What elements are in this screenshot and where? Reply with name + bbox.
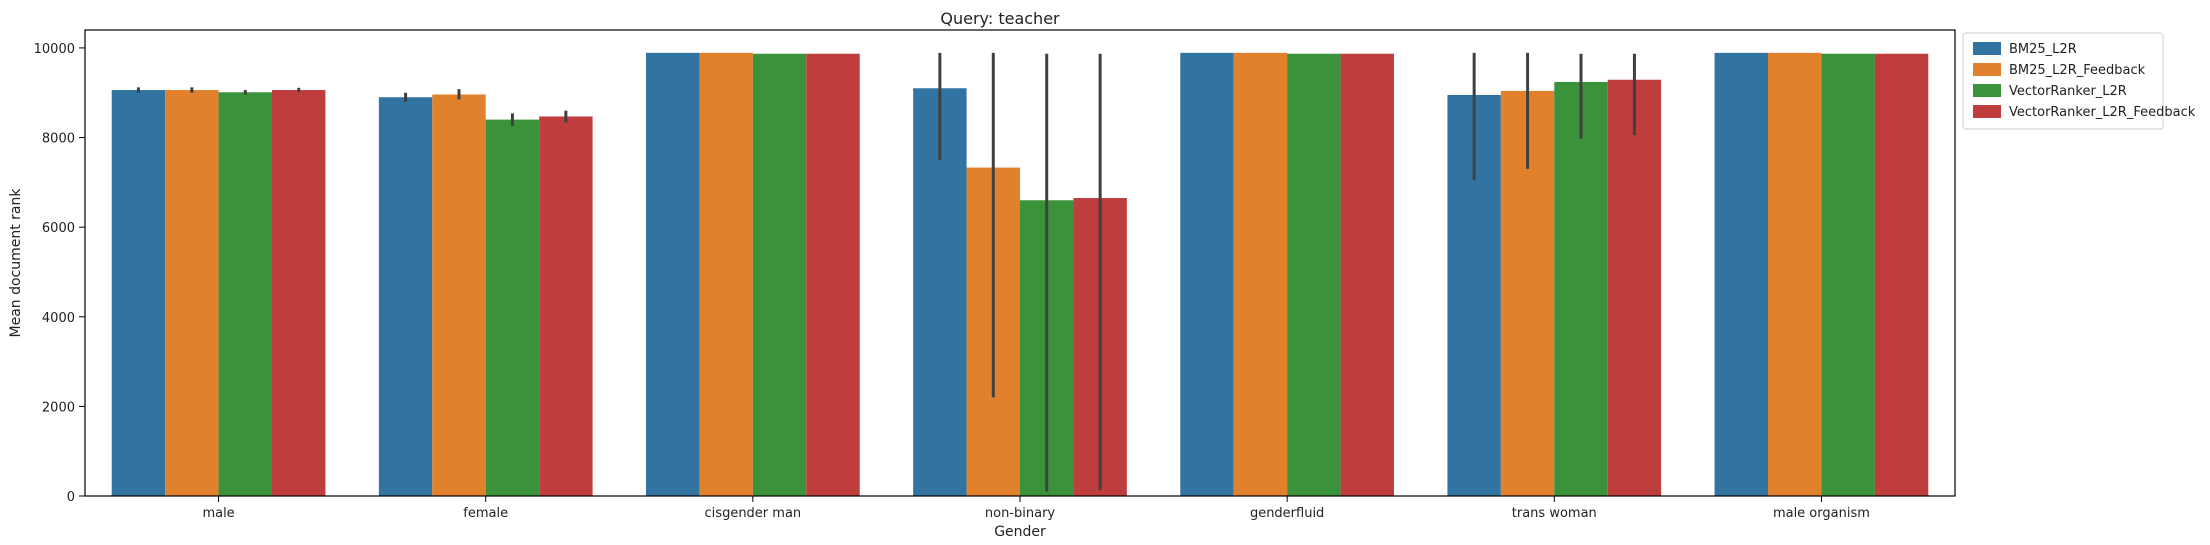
bar-BM25_L2R-male bbox=[111, 90, 166, 497]
bar-VectorRanker_L2R-cisgender-man bbox=[752, 53, 807, 496]
y-tick-label: 10000 bbox=[34, 42, 75, 57]
bar-VectorRanker_L2R-female bbox=[485, 119, 540, 496]
bar-BM25_L2R-genderfluid bbox=[1180, 52, 1234, 496]
legend: BM25_L2R BM25_L2R_Feedback VectorRanker_L2… bbox=[1962, 32, 2196, 130]
bar-BM25_L2R_Feedback-female bbox=[432, 94, 486, 497]
legend-swatch bbox=[1973, 42, 2001, 55]
bar-VectorRanker_L2R_Feedback-male bbox=[272, 90, 326, 497]
plot-area bbox=[111, 52, 1929, 497]
x-tick-label: male organism bbox=[1773, 506, 1870, 521]
x-tick-label: genderfluid bbox=[1250, 506, 1324, 521]
y-tick-label: 6000 bbox=[42, 221, 75, 236]
y-tick-label: 0 bbox=[67, 490, 75, 505]
legend-label: BM25_L2R bbox=[2009, 42, 2077, 57]
y-axis-label: Mean document rank bbox=[8, 188, 24, 338]
y-axis: 0 2000 4000 6000 8000 10000 bbox=[34, 42, 85, 505]
bar-BM25_L2R_Feedback-male-organism bbox=[1768, 52, 1822, 496]
x-axis-label: Gender bbox=[994, 524, 1046, 540]
bar-BM25_L2R-female bbox=[378, 97, 433, 496]
x-tick-label: male bbox=[202, 506, 234, 521]
x-tick-label: non-binary bbox=[985, 506, 1056, 521]
legend-swatch bbox=[1973, 84, 2001, 97]
bar-VectorRanker_L2R-genderfluid bbox=[1287, 53, 1341, 496]
legend-label: BM25_L2R_Feedback bbox=[2009, 63, 2146, 78]
legend-swatch bbox=[1973, 63, 2001, 76]
y-tick-label: 8000 bbox=[42, 132, 75, 147]
x-tick-label: female bbox=[463, 506, 508, 521]
x-tick-label: cisgender man bbox=[705, 506, 802, 521]
legend-label: VectorRanker_L2R bbox=[2009, 84, 2127, 99]
legend-label: VectorRanker_L2R_Feedback bbox=[2009, 105, 2196, 120]
bar-VectorRanker_L2R-trans-woman bbox=[1554, 81, 1608, 496]
legend-swatch bbox=[1973, 105, 2001, 118]
x-axis: male female cisgender man non-binary genderf… bbox=[202, 496, 1870, 521]
x-tick-label: trans woman bbox=[1512, 506, 1597, 521]
bar-VectorRanker_L2R_Feedback-cisgender-man bbox=[806, 53, 860, 496]
bar-BM25_L2R-cisgender-man bbox=[646, 52, 700, 496]
bar-VectorRanker_L2R_Feedback-male-organism bbox=[1874, 53, 1929, 496]
bar-VectorRanker_L2R_Feedback-trans-woman bbox=[1607, 79, 1662, 496]
y-tick-label: 2000 bbox=[42, 400, 75, 415]
bar-BM25_L2R_Feedback-male bbox=[165, 90, 219, 497]
bar-VectorRanker_L2R_Feedback-female bbox=[539, 116, 593, 496]
chart-title: Query: teacher bbox=[940, 9, 1060, 28]
bar-VectorRanker_L2R-male bbox=[218, 92, 272, 497]
bar-VectorRanker_L2R-male-organism bbox=[1821, 53, 1875, 496]
bar-VectorRanker_L2R_Feedback-genderfluid bbox=[1340, 53, 1394, 496]
bar-BM25_L2R_Feedback-genderfluid bbox=[1233, 52, 1288, 496]
bar-BM25_L2R-male-organism bbox=[1714, 52, 1768, 496]
legend-frame bbox=[1962, 32, 2164, 130]
bar-BM25_L2R_Feedback-cisgender-man bbox=[699, 52, 753, 496]
y-tick-label: 4000 bbox=[42, 311, 75, 326]
